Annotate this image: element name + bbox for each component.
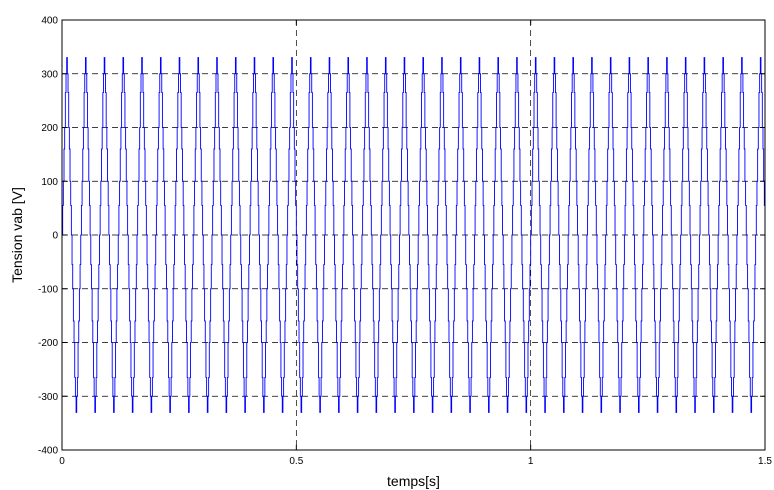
x-tick-labels: 0 0.5 1 1.5 — [59, 456, 772, 467]
y-tick-labels: -400 -300 -200 -100 0 100 200 300 400 — [38, 16, 58, 457]
y-tick-label: -400 — [38, 446, 58, 457]
y-axis-label: Tension vab [V] — [9, 187, 25, 283]
x-tick-label: 0 — [59, 456, 65, 467]
y-tick-label: -100 — [38, 284, 58, 295]
y-tick-label: 0 — [52, 231, 58, 242]
y-tick-label: 200 — [41, 123, 58, 134]
tick-marks — [61, 19, 766, 451]
y-tick-label: -200 — [38, 338, 58, 349]
x-tick-label: 1 — [528, 456, 534, 467]
x-tick-label: 0.5 — [289, 456, 303, 467]
x-tick-label: 1.5 — [758, 456, 772, 467]
grid-lines — [62, 20, 765, 450]
y-tick-label: 300 — [41, 69, 58, 80]
series-line — [62, 57, 766, 413]
y-tick-label: -300 — [38, 392, 58, 403]
y-tick-label: 100 — [41, 177, 58, 188]
y-tick-label: 400 — [41, 16, 58, 27]
x-axis-label: temps[s] — [387, 473, 440, 489]
series-group — [62, 57, 766, 413]
